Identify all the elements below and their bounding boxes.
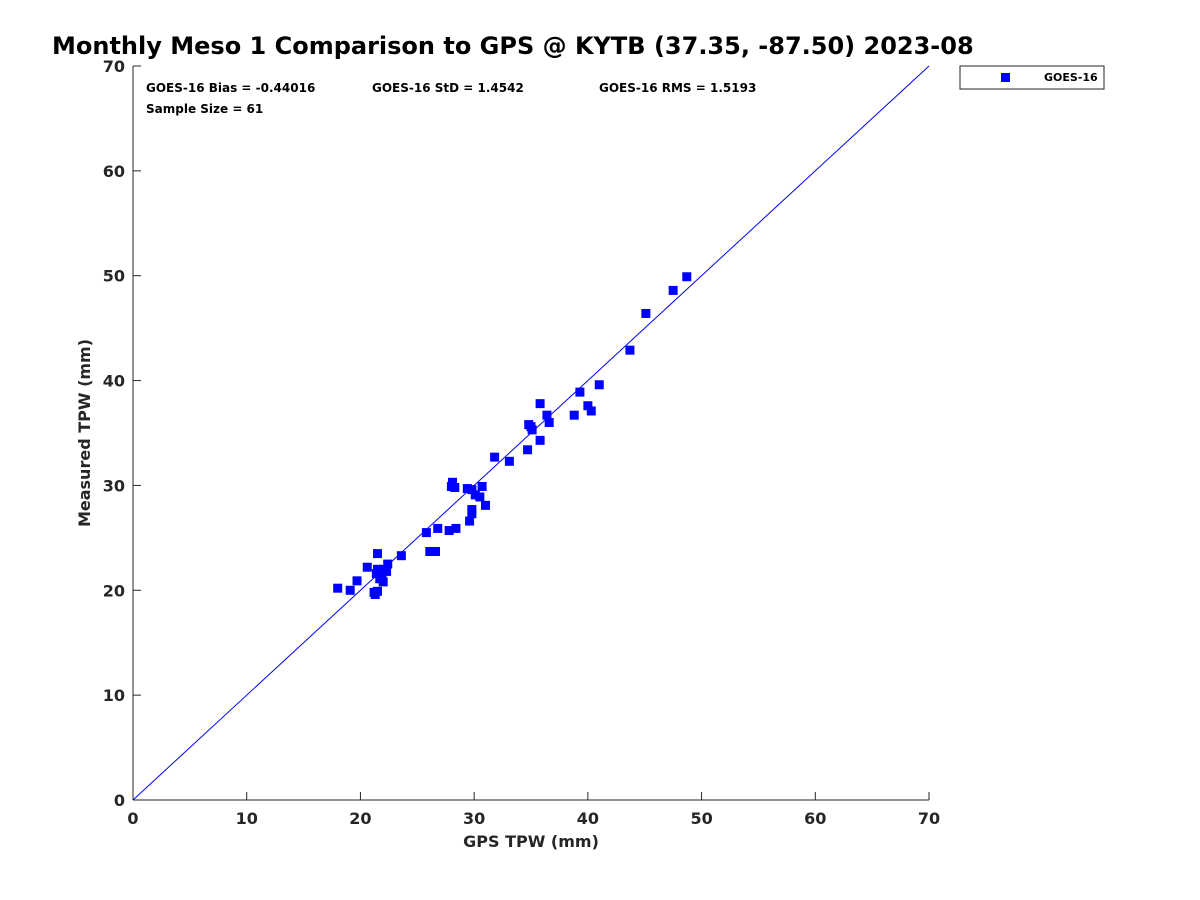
y-tick-label: 10 bbox=[103, 686, 125, 705]
legend-marker bbox=[1001, 73, 1010, 82]
legend: GOES-16 bbox=[959, 65, 1105, 90]
data-point bbox=[378, 577, 388, 587]
legend-box bbox=[959, 65, 1105, 90]
data-point bbox=[372, 586, 382, 596]
x-tick-label: 30 bbox=[463, 809, 485, 828]
data-point bbox=[569, 410, 579, 420]
data-point bbox=[433, 523, 443, 533]
x-ticks: 0 10 20 30 40 50 60 70 bbox=[127, 792, 940, 828]
x-tick-label: 20 bbox=[349, 809, 371, 828]
x-tick-label: 60 bbox=[804, 809, 826, 828]
data-point bbox=[542, 410, 552, 420]
data-point bbox=[583, 401, 593, 411]
data-point bbox=[377, 571, 387, 581]
data-point bbox=[527, 425, 537, 435]
data-point bbox=[490, 452, 500, 462]
data-point bbox=[396, 551, 406, 561]
y-tick-label: 40 bbox=[103, 372, 125, 391]
data-point bbox=[444, 526, 454, 536]
data-point bbox=[462, 484, 472, 494]
axes bbox=[132, 66, 929, 801]
data-point bbox=[382, 566, 392, 576]
stat-bias: GOES-16 Bias = -0.44016 bbox=[146, 81, 315, 95]
data-point bbox=[586, 406, 596, 416]
data-point bbox=[523, 445, 533, 455]
data-point bbox=[682, 272, 692, 282]
data-point bbox=[425, 546, 435, 556]
data-point bbox=[451, 523, 461, 533]
stat-rms: GOES-16 RMS = 1.5193 bbox=[599, 81, 756, 95]
stat-std: GOES-16 StD = 1.4542 bbox=[372, 81, 524, 95]
data-point bbox=[504, 456, 514, 466]
data-point bbox=[372, 549, 382, 559]
data-point bbox=[448, 477, 458, 487]
legend-label: GOES-16 bbox=[1044, 71, 1098, 84]
data-point bbox=[475, 492, 485, 502]
data-point bbox=[544, 418, 554, 428]
data-point bbox=[421, 528, 431, 538]
data-point bbox=[481, 500, 491, 510]
data-point bbox=[467, 505, 477, 515]
y-tick-label: 0 bbox=[114, 791, 125, 810]
y-axis-label: Measured TPW (mm) bbox=[75, 339, 94, 527]
data-point bbox=[450, 483, 460, 493]
y-tick-label: 60 bbox=[103, 162, 125, 181]
data-point bbox=[383, 559, 393, 569]
stat-sample-size: Sample Size = 61 bbox=[146, 102, 263, 116]
data-point bbox=[641, 308, 651, 318]
data-point bbox=[333, 583, 343, 593]
chart-title: Monthly Meso 1 Comparison to GPS @ KYTB … bbox=[52, 32, 974, 60]
x-axis-label: GPS TPW (mm) bbox=[463, 832, 599, 851]
data-point bbox=[668, 285, 678, 295]
data-points bbox=[333, 272, 692, 599]
data-point bbox=[465, 516, 475, 526]
y-tick-label: 70 bbox=[103, 57, 125, 76]
data-point bbox=[362, 562, 372, 572]
data-point bbox=[575, 387, 585, 397]
x-tick-label: 50 bbox=[690, 809, 712, 828]
y-tick-label: 30 bbox=[103, 476, 125, 495]
data-point bbox=[467, 485, 477, 495]
x-tick-label: 0 bbox=[127, 809, 138, 828]
y-ticks: 0 10 20 30 40 50 60 70 bbox=[103, 57, 141, 810]
data-point bbox=[535, 399, 545, 409]
data-point bbox=[470, 490, 480, 500]
y-tick-label: 20 bbox=[103, 581, 125, 600]
data-point bbox=[352, 576, 362, 586]
data-point bbox=[345, 585, 355, 595]
x-tick-label: 70 bbox=[918, 809, 940, 828]
x-tick-label: 10 bbox=[236, 809, 258, 828]
data-point bbox=[625, 345, 635, 355]
data-point bbox=[594, 380, 604, 390]
x-tick-label: 40 bbox=[577, 809, 599, 828]
data-point bbox=[477, 481, 487, 491]
y-tick-label: 50 bbox=[103, 267, 125, 286]
data-point bbox=[430, 546, 440, 556]
data-point bbox=[535, 435, 545, 445]
